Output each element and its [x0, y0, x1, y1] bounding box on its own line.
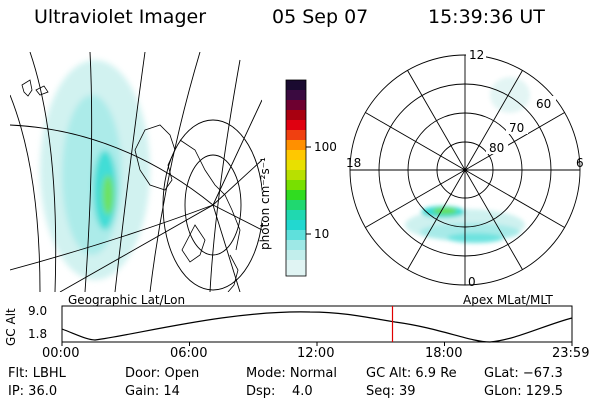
geo-panel-caption: Geographic Lat/Lon [68, 293, 186, 307]
altitude-tick-low: 1.8 [28, 327, 48, 341]
geographic-map [10, 52, 262, 292]
mlat-label-80: 80 [489, 141, 505, 155]
info-glat: GLat: −67.3 [484, 366, 563, 381]
altitude-tick-high: 9.0 [28, 304, 48, 318]
colorbar-unit-label: photon cm⁻²s⁻¹ [258, 157, 272, 250]
info-flt: Flt: LBHL [8, 366, 66, 381]
colorbar-tick-100: 100 [314, 140, 337, 154]
mlt-label-0: 0 [468, 275, 476, 289]
info-seq: Seq: 39 [366, 384, 416, 399]
altitude-plot [61, 305, 573, 346]
observation-time: 15:39:36 UT [428, 6, 545, 28]
info-ip: IP: 36.0 [8, 384, 58, 399]
time-tick-3: 18:00 [425, 346, 463, 361]
time-tick-4: 23:59 [552, 346, 590, 361]
info-gain: Gain: 14 [125, 384, 180, 399]
app-title: Ultraviolet Imager [34, 6, 207, 28]
mlt-label-18: 18 [346, 156, 362, 170]
info-door: Door: Open [125, 366, 200, 381]
time-tick-0: 00:00 [42, 346, 80, 361]
mlt-label-12: 12 [469, 48, 485, 62]
time-tick-1: 06:00 [170, 346, 208, 361]
mlt-label-6: 6 [576, 156, 584, 170]
info-gc-alt: GC Alt: 6.9 Re [366, 366, 457, 381]
info-dsp: Dsp: 4.0 [246, 384, 313, 399]
info-mode: Mode: Normal [246, 366, 337, 381]
mlat-label-70: 70 [509, 121, 525, 135]
altitude-axis-label: GC Alt [4, 308, 18, 346]
observation-date: 05 Sep 07 [272, 6, 369, 28]
polar-map [349, 48, 581, 286]
colorbar-tick-10: 10 [314, 227, 330, 241]
mlat-label-60: 60 [536, 97, 552, 111]
info-glon: GLon: 129.5 [484, 384, 564, 399]
polar-panel-caption: Apex MLat/MLT [463, 293, 553, 307]
time-tick-2: 12:00 [297, 346, 335, 361]
color-bar [285, 79, 311, 277]
